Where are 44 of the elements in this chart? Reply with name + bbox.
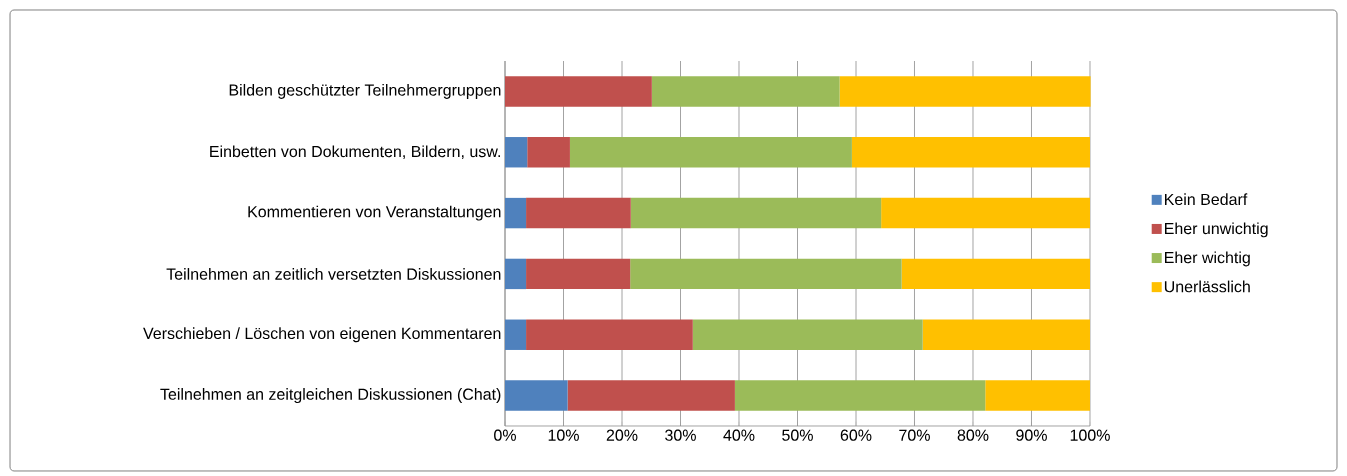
- bar: [881, 197, 1090, 229]
- bar: [901, 258, 1090, 290]
- x-tick-label: 40%: [723, 429, 755, 441]
- bar: [922, 319, 1090, 350]
- y-tick-label: Verschieben / Löschen von eigenen Kommentaren: [143, 327, 501, 343]
- legend-label: Eher unwichtig: [1165, 222, 1268, 238]
- bar: [505, 258, 527, 290]
- bar: [734, 380, 986, 411]
- bar: [505, 380, 568, 411]
- y-tick-label: Teilnehmen an zeitgleichen Diskussionen (Chat): [160, 388, 501, 404]
- legend-label: Eher wichtig: [1165, 251, 1250, 267]
- x-tick-label: 50%: [782, 429, 813, 441]
- legend-label: Kein Bedarf: [1165, 193, 1248, 206]
- bar: [526, 258, 631, 290]
- bar: [526, 197, 631, 229]
- y-tick-label: Kommentieren von Veranstaltungen: [248, 205, 501, 221]
- bar: [692, 319, 923, 350]
- x-tick-label: 90%: [1016, 429, 1047, 441]
- bar: [851, 137, 1090, 168]
- bar: [630, 258, 902, 290]
- y-tick-label: Bilden geschützter Teilnehmergruppen: [229, 83, 501, 99]
- x-tick-label: 0%: [494, 429, 516, 441]
- x-tick-label: 30%: [665, 429, 696, 441]
- bar: [985, 380, 1090, 411]
- y-tick-label: Einbetten von Dokumenten, Bildern, usw.: [210, 145, 500, 160]
- bar: [505, 319, 527, 350]
- bar: [569, 137, 852, 168]
- x-tick-label: 10%: [548, 429, 579, 441]
- bar: [567, 380, 735, 411]
- bar: [630, 197, 882, 229]
- x-tick-label: 20%: [606, 429, 638, 441]
- bar: [651, 76, 840, 107]
- bar: [839, 76, 1091, 107]
- bar: [505, 76, 652, 107]
- bar: [526, 319, 693, 350]
- y-tick-label: Teilnehmen an zeitlich versetzten Diskussionen: [166, 268, 501, 280]
- x-tick-label: 60%: [840, 429, 872, 441]
- bar: [505, 197, 527, 229]
- legend-label: Unerlässlich: [1164, 280, 1250, 293]
- x-tick-label: 70%: [899, 429, 930, 441]
- x-tick-label: 80%: [957, 429, 989, 441]
- x-tick-label: 100%: [1070, 429, 1110, 441]
- bar: [527, 137, 570, 168]
- bar: [505, 137, 528, 168]
